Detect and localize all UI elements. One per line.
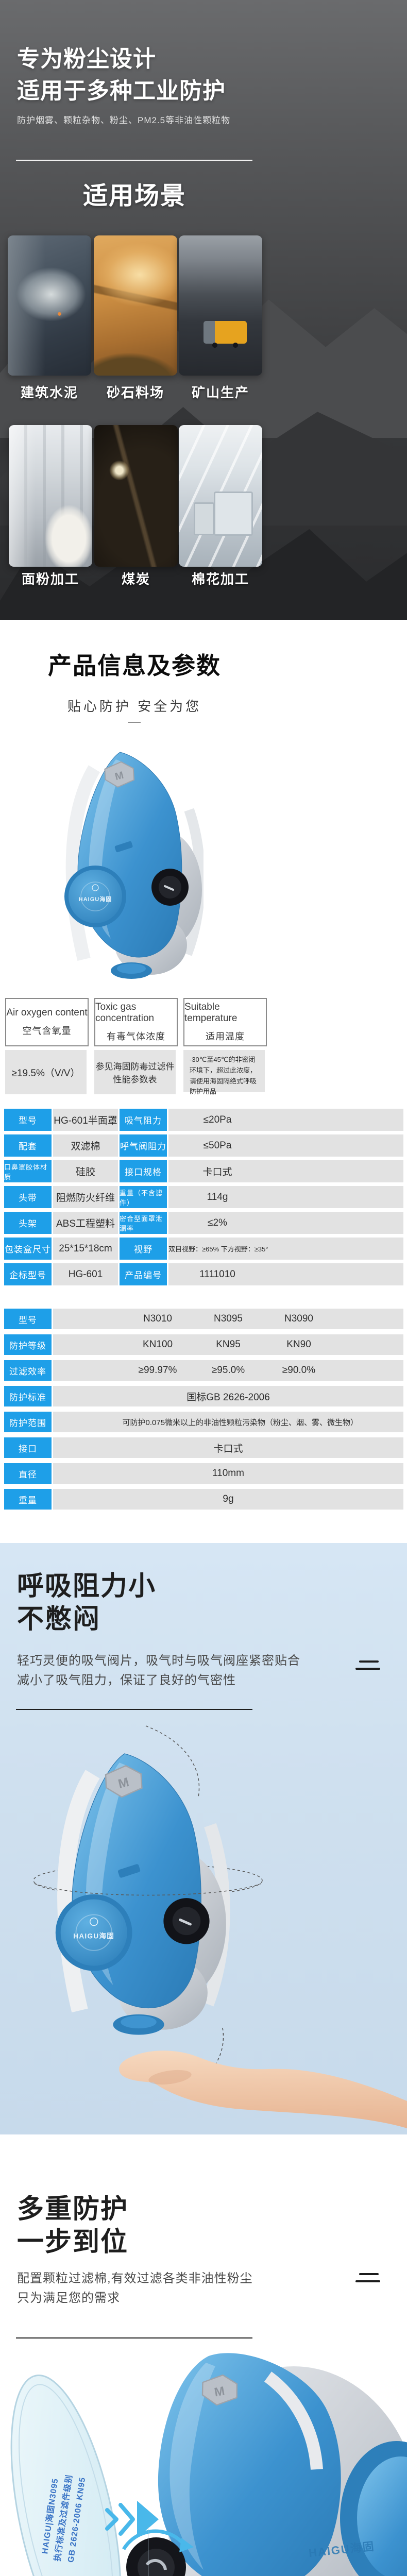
svg-text:M: M — [213, 2384, 226, 2399]
scene-label: 煤炭 — [121, 571, 150, 587]
scene-label: 面粉加工 — [21, 571, 79, 587]
hero-section: 专为粉尘设计 适用于多种工业防护 防护烟雾、颗粒杂物、粉尘、PM2.5等非油性颗… — [0, 0, 407, 620]
rotation-dashed-ellipse — [33, 1863, 263, 1897]
spec-table-row: 型号 HG-601半面罩 吸气阻力 ≤20Pa — [4, 1109, 403, 1131]
divider — [16, 1709, 252, 1710]
filter-label: 型号 — [4, 1309, 52, 1329]
spec-table-row: 企标型号 HG-601 产品编号 1111010 — [4, 1263, 403, 1285]
brand-text: HAIGU海固 — [79, 895, 112, 903]
product-section-title: 产品信息及参数 — [48, 652, 221, 679]
filter-table-row: 防护等级 KN100 KN95 KN90 — [4, 1334, 403, 1355]
scene-label: 棉花加工 — [191, 571, 249, 587]
spec-table-row: 口鼻罩胶体材质 硅胶 接口规格 卡口式 — [4, 1160, 403, 1182]
condition-box-oxygen: Air oxygen content 空气含氧量 — [5, 998, 89, 1046]
condition-box-toxic: Toxic gas concentration 有毒气体浓度 — [94, 998, 178, 1046]
protect-title: 多重防护 一步到位 — [17, 2194, 129, 2257]
filter-table-row: 接口 卡口式 — [4, 1437, 403, 1458]
divider — [16, 2337, 252, 2338]
spec-value: ≤20Pa — [203, 1114, 232, 1125]
spec-value: HG-601半面罩 — [53, 1109, 118, 1131]
condition-value: -30℃至45℃的非密闭环境下，超过此浓度，请使用海固隔绝式呼吸防护用品 — [183, 1050, 265, 1095]
condition-box-temperature: Suitable temperature 适用温度 — [183, 998, 267, 1046]
filter-table-row: 防护标准 国标GB 2626-2006 — [4, 1386, 403, 1406]
mini-divider — [128, 722, 141, 723]
size-m-button: M — [201, 2374, 238, 2406]
scene-photo-coal — [94, 425, 178, 567]
assembly-arrows — [105, 2501, 159, 2538]
mining-truck — [204, 321, 247, 350]
divider — [16, 160, 252, 161]
breath-section: 呼吸阻力小 不憋闷 轻巧灵便的吸气阀片，吸气时与吸气阀座紧密贴合 减小了吸气阻力… — [0, 1543, 407, 2134]
condition-title-en: Air oxygen content — [6, 1007, 88, 1018]
filter-table-row: 重量 9g — [4, 1489, 403, 1510]
filter-table-row: 过滤效率 ≥99.97% ≥95.0% ≥90.0% — [4, 1360, 403, 1381]
breath-title: 呼吸阻力小 不憋闷 — [17, 1571, 157, 1634]
filter-table-row: 型号 N3010 N3095 N3090 — [4, 1309, 403, 1329]
half-mask-product-image: M HAIGU海固 — [64, 752, 204, 979]
open-hand-photo — [119, 2027, 407, 2128]
spec-table-row: 头架 ABS工程塑料 密合型面罩泄漏率 ≤2% — [4, 1212, 403, 1234]
scene-label: 砂石料场 — [106, 385, 164, 400]
scene-label: 建筑水泥 — [20, 385, 78, 400]
hero-title: 专为粉尘设计 适用于多种工业防护 — [17, 43, 226, 107]
scene-photo-mining — [179, 235, 262, 376]
condition-title-zh: 空气含氧量 — [22, 1026, 72, 1036]
spec-table-row: 包装盒尺寸 25*15*18cm 视野 双目视野：≥65% 下方视野：≥35° — [4, 1238, 403, 1260]
scene-photo-cement — [8, 235, 91, 376]
hero-title-line1: 专为粉尘设计 — [17, 46, 156, 72]
spec-label: 型号 — [4, 1109, 52, 1131]
spec-label: 吸气阻力 — [120, 1109, 167, 1131]
condition-value: 参见海固防毒过滤件性能参数表 — [94, 1050, 176, 1094]
svg-text:M: M — [114, 770, 125, 783]
rotate-arrow — [122, 2529, 186, 2550]
filter-table-row: 防护范围 可防护0.075微米以上的非油性颗粒污染物（粉尘、烟、雾、微生物） — [4, 1412, 403, 1432]
exploded-parts-image: M HAIGU海固 HAIGU|海固N3095 执行标准及过滤件级别 GB 26… — [10, 2353, 407, 2576]
filter-clip — [114, 841, 133, 853]
scene-photo-flour — [9, 425, 92, 567]
filter-table-row: 直径 110mm — [4, 1463, 403, 1484]
hero-subtitle: 防护烟雾、颗粒杂物、粉尘、PM2.5等非油性颗粒物 — [17, 115, 231, 125]
scene-label: 矿山生产 — [191, 385, 249, 400]
breath-description: 轻巧灵便的吸气阀片，吸气时与吸气阀座紧密贴合 减小了吸气阻力，保证了良好的气密性 — [17, 1654, 300, 1687]
head-strap — [65, 765, 100, 961]
scene-section-title: 适用场景 — [82, 182, 186, 210]
half-mask-part: M HAIGU海固 — [122, 2353, 407, 2576]
protect-description: 配置颗粒过滤棉,有效过滤各类非油性粉尘 只为满足您的需求 — [17, 2272, 253, 2305]
product-section-subtitle: 贴心防护 安全为您 — [67, 699, 202, 714]
hero-title-line2: 适用于多种工业防护 — [17, 78, 226, 104]
scene-photo-cotton — [179, 425, 262, 567]
rotation-dashed-arc — [145, 1725, 200, 1798]
size-m-button: M — [104, 761, 135, 788]
spec-table-row: 配套 双滤棉 呼气阀阻力 ≤50Pa — [4, 1134, 403, 1157]
filter-value: N3010 — [143, 1313, 172, 1324]
textile-machine — [194, 492, 253, 536]
condition-value: ≥19.5%（V/V） — [5, 1050, 87, 1094]
filter-cotton-part: HAIGU|海固N3095 执行标准及过滤件级别 GB 2626-2006 KN… — [10, 2375, 122, 2576]
scene-photo-gravel — [94, 235, 177, 376]
mask-rotation-image — [33, 1725, 263, 2066]
spec-table-row: 头带 阻燃防火纤维 重量（不含滤件） 114g — [4, 1186, 403, 1208]
brand-shield-icon — [92, 884, 99, 891]
